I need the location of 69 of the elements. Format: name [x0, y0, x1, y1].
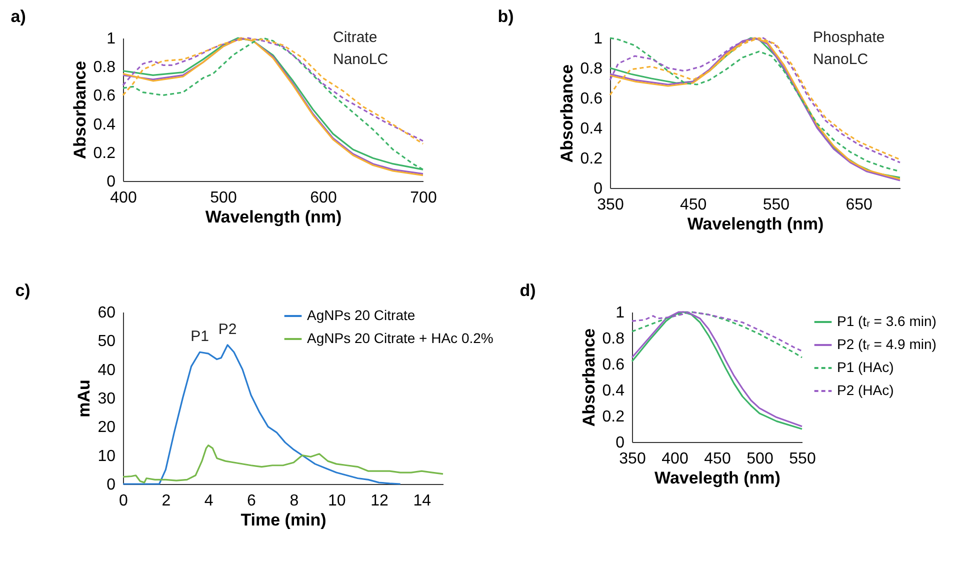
y-tick-label: 0.8	[93, 59, 116, 76]
x-axis-title: Wavelength (nm)	[205, 208, 342, 226]
x-tick-label: 6	[247, 492, 256, 510]
x-tick-label: 10	[328, 492, 346, 510]
x-tick-label: 8	[290, 492, 299, 510]
y-tick-label: 0.4	[580, 120, 603, 138]
y-tick-label: 0.6	[93, 88, 116, 105]
annotation: P2	[218, 320, 237, 338]
y-axis-title: Absorbance	[70, 60, 90, 160]
x-tick-label: 4	[204, 492, 214, 510]
chart-title: a)	[10, 7, 26, 26]
y-tick-label: 0.2	[602, 408, 625, 426]
legend-label: P1 (HAc)	[837, 359, 894, 375]
legend-label: AgNPs 20 Citrate + HAc 0.2%	[307, 330, 494, 346]
y-tick-label: 0.2	[93, 144, 116, 162]
x-tick-label: 550	[789, 450, 816, 468]
y-tick-label: 0.4	[93, 116, 116, 134]
chart-title: b)	[498, 7, 514, 26]
x-tick-label: 400	[662, 450, 688, 468]
y-tick-label: 20	[98, 419, 116, 436]
annotation: NanoLC	[813, 51, 868, 68]
y-tick-label: 0.8	[602, 330, 625, 348]
y-tick-label: 40	[98, 362, 116, 379]
y-axis-title: Absorbance	[579, 328, 598, 427]
x-tick-label: 12	[370, 492, 388, 510]
x-tick-label: 600	[310, 190, 337, 206]
y-tick-label: 0	[616, 434, 625, 452]
y-tick-label: 0.6	[602, 356, 625, 374]
x-tick-label: 2	[162, 492, 171, 510]
y-tick-label: 0.4	[602, 382, 625, 400]
x-tick-label: 350	[597, 196, 624, 214]
y-tick-label: 0	[106, 476, 116, 494]
x-tick-label: 550	[762, 196, 790, 214]
x-tick-label: 0	[119, 492, 128, 510]
x-axis-title: Time (min)	[240, 510, 326, 530]
y-tick-label: 60	[98, 304, 116, 322]
y-tick-label: 0	[106, 174, 116, 190]
y-tick-label: 1	[594, 30, 603, 48]
x-axis-title: Wavelegth (nm)	[654, 468, 780, 488]
chart-title: d)	[520, 281, 536, 300]
x-tick-label: 350	[619, 450, 646, 468]
y-tick-label: 50	[98, 333, 116, 350]
x-tick-label: 400	[110, 190, 137, 206]
x-tick-label: 500	[210, 190, 237, 206]
y-tick-label: 1	[616, 304, 625, 322]
line-series	[122, 344, 402, 485]
x-tick-label: 450	[680, 196, 707, 214]
x-tick-label: 500	[746, 450, 774, 468]
y-tick-label: 30	[98, 390, 116, 408]
x-tick-label: 650	[846, 196, 873, 214]
legend-label: AgNPs 20 Citrate	[307, 307, 416, 323]
y-axis-title: mAu	[74, 380, 94, 418]
annotation: P1	[190, 328, 209, 346]
legend-label: P2 (tᵣ = 4.9 min)	[837, 336, 936, 352]
annotation: Citrate	[333, 29, 378, 46]
y-axis-title: Absorbance	[557, 64, 576, 163]
annotation: NanoLC	[333, 51, 388, 68]
legend-label: P2 (HAc)	[837, 382, 894, 398]
legend-label: P1 (tᵣ = 3.6 min)	[837, 313, 936, 329]
y-tick-label: 0.6	[580, 90, 603, 108]
x-axis-title: Wavelength (nm)	[687, 214, 824, 234]
y-tick-label: 0.8	[580, 60, 603, 78]
y-tick-label: 0.2	[580, 150, 603, 168]
chart-title: c)	[15, 281, 30, 300]
y-tick-label: 1	[106, 30, 116, 48]
x-tick-label: 700	[410, 190, 437, 206]
x-tick-label: 450	[704, 450, 731, 468]
annotation: Phosphate	[813, 29, 885, 46]
x-tick-label: 14	[413, 492, 432, 510]
